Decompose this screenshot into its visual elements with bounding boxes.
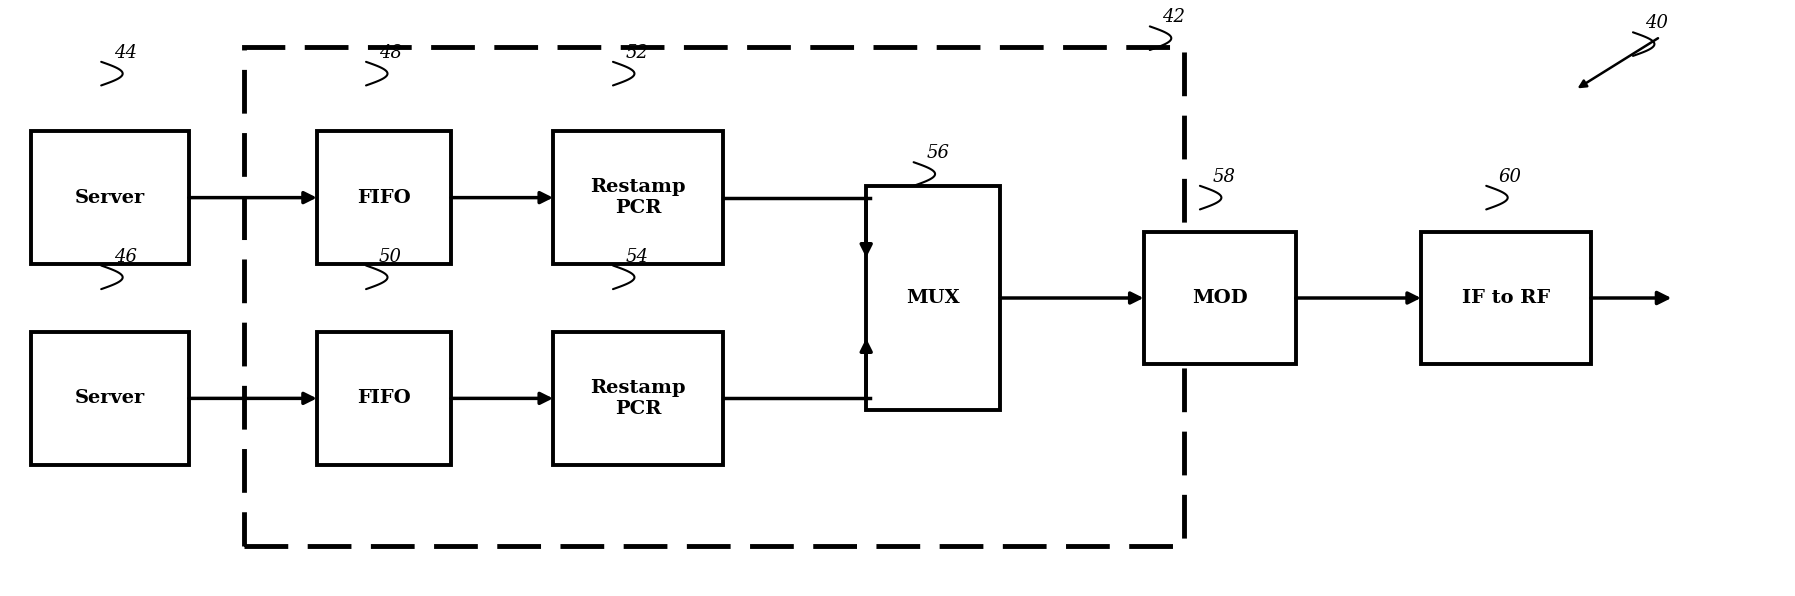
Text: 52: 52 (625, 44, 648, 62)
Bar (318, 131, 451, 264)
Text: 60: 60 (1499, 168, 1522, 186)
Text: 44: 44 (113, 44, 136, 62)
Text: Server: Server (75, 188, 145, 207)
Text: 50: 50 (379, 247, 402, 266)
Bar (553, 332, 723, 465)
Text: 40: 40 (1646, 14, 1669, 32)
Text: IF to RF: IF to RF (1461, 289, 1549, 307)
Text: 48: 48 (379, 44, 402, 62)
Text: 54: 54 (625, 247, 648, 266)
Bar (867, 186, 1000, 410)
Text: FIFO: FIFO (357, 188, 411, 207)
Text: Restamp
PCR: Restamp PCR (591, 178, 686, 217)
Bar (31, 332, 188, 465)
Text: 42: 42 (1163, 8, 1185, 26)
Bar (244, 47, 1185, 546)
Text: MOD: MOD (1192, 289, 1248, 307)
Bar (1422, 232, 1590, 364)
Text: 46: 46 (113, 247, 136, 266)
Text: Restamp
PCR: Restamp PCR (591, 379, 686, 418)
Bar (318, 332, 451, 465)
Bar (31, 131, 188, 264)
Text: FIFO: FIFO (357, 389, 411, 408)
Text: 58: 58 (1212, 168, 1235, 186)
Bar (553, 131, 723, 264)
Text: 56: 56 (926, 144, 950, 162)
Text: MUX: MUX (906, 289, 960, 307)
Bar (1143, 232, 1296, 364)
Text: Server: Server (75, 389, 145, 408)
